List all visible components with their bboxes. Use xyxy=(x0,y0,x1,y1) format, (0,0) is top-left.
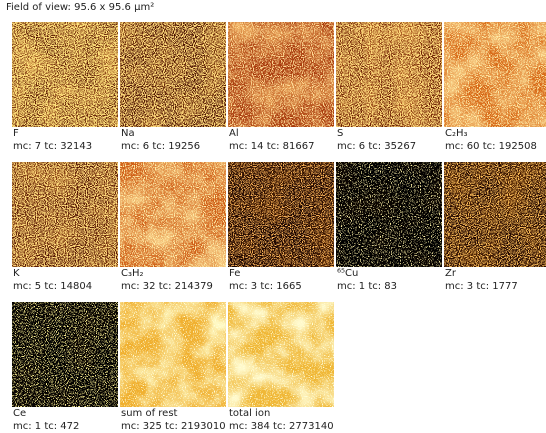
tile-stats: mc: 1 tc: 83 xyxy=(337,281,397,293)
tile-label: sum of rest xyxy=(121,408,177,420)
tile-label: C₂H₃ xyxy=(445,128,468,140)
tile-stats: mc: 6 tc: 35267 xyxy=(337,141,416,153)
ion-image xyxy=(120,302,226,407)
tile-stats: mc: 6 tc: 19256 xyxy=(121,141,200,153)
tile-stats: mc: 3 tc: 1777 xyxy=(445,281,518,293)
tile-label: F xyxy=(13,128,19,140)
ion-image xyxy=(228,302,334,407)
ion-image xyxy=(12,22,118,127)
tile-label: Fe xyxy=(229,268,240,280)
tile-label: Zr xyxy=(445,268,456,280)
tile-label: total ion xyxy=(229,408,270,420)
tile-label: C₃H₂ xyxy=(121,268,144,280)
tile-stats: mc: 384 tc: 2773140 xyxy=(229,421,334,433)
ion-image xyxy=(444,162,546,267)
tile-label: Ce xyxy=(13,408,26,420)
page: Field of view: 95.6 x 95.6 µm² Fmc: 7 tc… xyxy=(0,0,546,433)
ion-image xyxy=(120,22,226,127)
tile-stats: mc: 5 tc: 14804 xyxy=(13,281,92,293)
tile-label: S xyxy=(337,128,343,140)
tile-label: ⁶⁵Cu xyxy=(337,268,358,280)
tile-label: Al xyxy=(229,128,239,140)
ion-image xyxy=(444,22,546,127)
ion-image xyxy=(228,162,334,267)
tile-stats: mc: 60 tc: 192508 xyxy=(445,141,537,153)
ion-image xyxy=(228,22,334,127)
tile-stats: mc: 1 tc: 472 xyxy=(13,421,79,433)
ion-image xyxy=(12,302,118,407)
tile-label: Na xyxy=(121,128,135,140)
tile-stats: mc: 32 tc: 214379 xyxy=(121,281,213,293)
tile-label: K xyxy=(13,268,20,280)
ion-image xyxy=(336,22,442,127)
tile-stats: mc: 325 tc: 2193010 xyxy=(121,421,226,433)
header-title: Field of view: 95.6 x 95.6 µm² xyxy=(6,2,154,13)
ion-image xyxy=(12,162,118,267)
tile-stats: mc: 14 tc: 81667 xyxy=(229,141,314,153)
ion-image xyxy=(336,162,442,267)
tile-stats: mc: 3 tc: 1665 xyxy=(229,281,302,293)
ion-image xyxy=(120,162,226,267)
tile-stats: mc: 7 tc: 32143 xyxy=(13,141,92,153)
